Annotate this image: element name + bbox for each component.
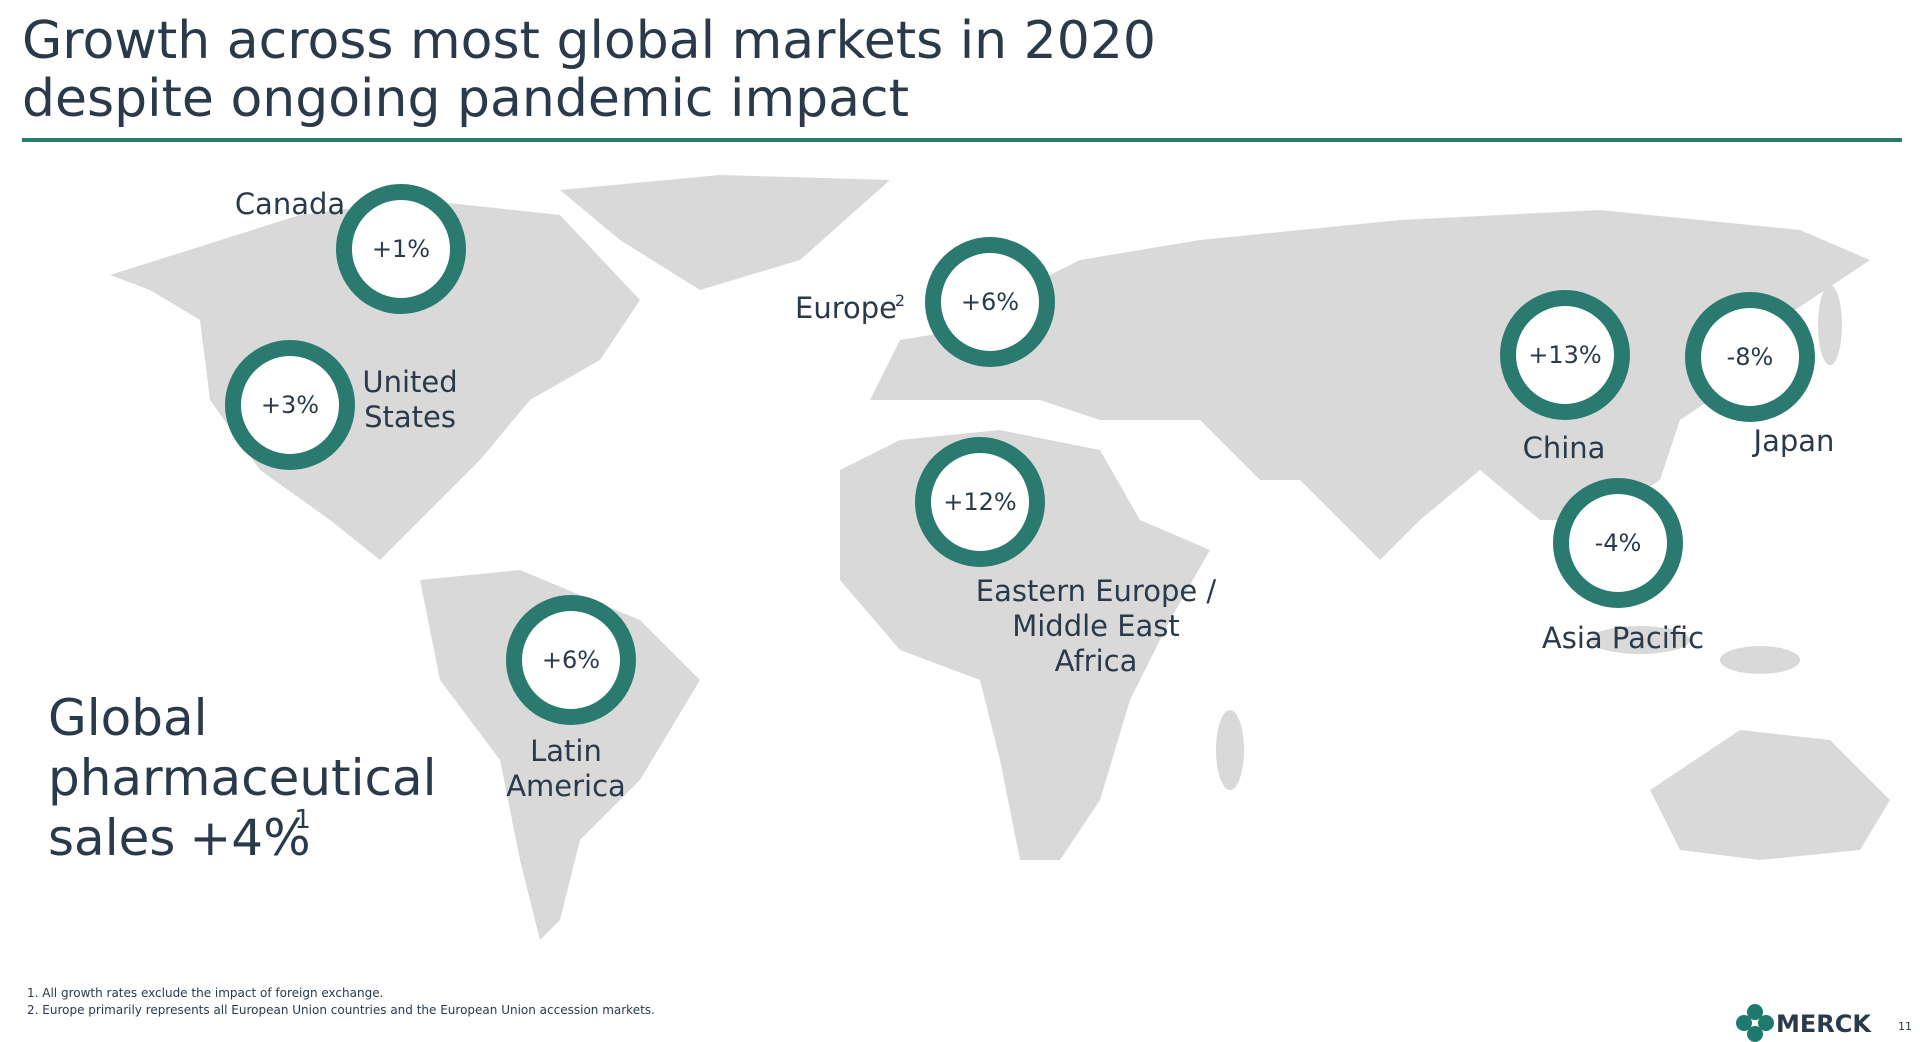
region-name: United	[362, 365, 457, 399]
growth-ring	[225, 340, 355, 470]
footnote-ref: 2	[895, 291, 905, 310]
region-name: Europe	[795, 291, 897, 325]
region-name: Japan	[1752, 424, 1835, 458]
region-name: Canada	[235, 187, 345, 221]
region-name: China	[1523, 431, 1606, 465]
logo-text: MERCK	[1776, 1010, 1872, 1038]
growth-ring	[925, 237, 1055, 367]
summary-value: +4%	[189, 809, 310, 867]
page-number: 11	[1898, 1020, 1912, 1033]
region-name: America	[506, 769, 626, 803]
growth-ring	[1500, 290, 1630, 420]
region-name: Africa	[1055, 644, 1138, 678]
growth-value: +1%	[372, 235, 430, 263]
growth-ring	[1553, 478, 1683, 608]
region-name: Asia Pacific	[1542, 621, 1704, 655]
growth-value: -8%	[1727, 343, 1774, 371]
title-line: Growth across most global markets in 202…	[22, 11, 1156, 71]
growth-value: +3%	[261, 391, 319, 419]
growth-value: -4%	[1595, 529, 1642, 557]
footnote: 2. Europe primarily represents all Europ…	[27, 1003, 655, 1017]
summary-line: sales	[48, 809, 175, 867]
title-line: despite ongoing pandemic impact	[22, 69, 909, 129]
summary-sup: 1	[294, 805, 311, 835]
growth-value: +12%	[943, 488, 1016, 516]
growth-ring	[1685, 292, 1815, 422]
region-name: Eastern Europe /	[976, 574, 1217, 608]
footnote: 1. All growth rates exclude the impact o…	[27, 986, 383, 1000]
summary-line: Global	[48, 689, 208, 747]
merck-logo-icon	[1736, 1004, 1774, 1042]
growth-value: +13%	[1528, 341, 1601, 369]
growth-ring	[506, 595, 636, 725]
growth-ring	[915, 437, 1045, 567]
growth-value: +6%	[961, 288, 1019, 316]
growth-ring	[336, 184, 466, 314]
world-map	[110, 175, 1890, 940]
region-name: Latin	[530, 734, 602, 768]
region-name: Middle East	[1012, 609, 1180, 643]
region-name: States	[364, 400, 456, 434]
summary-line: pharmaceutical	[48, 749, 437, 807]
growth-value: +6%	[542, 646, 600, 674]
